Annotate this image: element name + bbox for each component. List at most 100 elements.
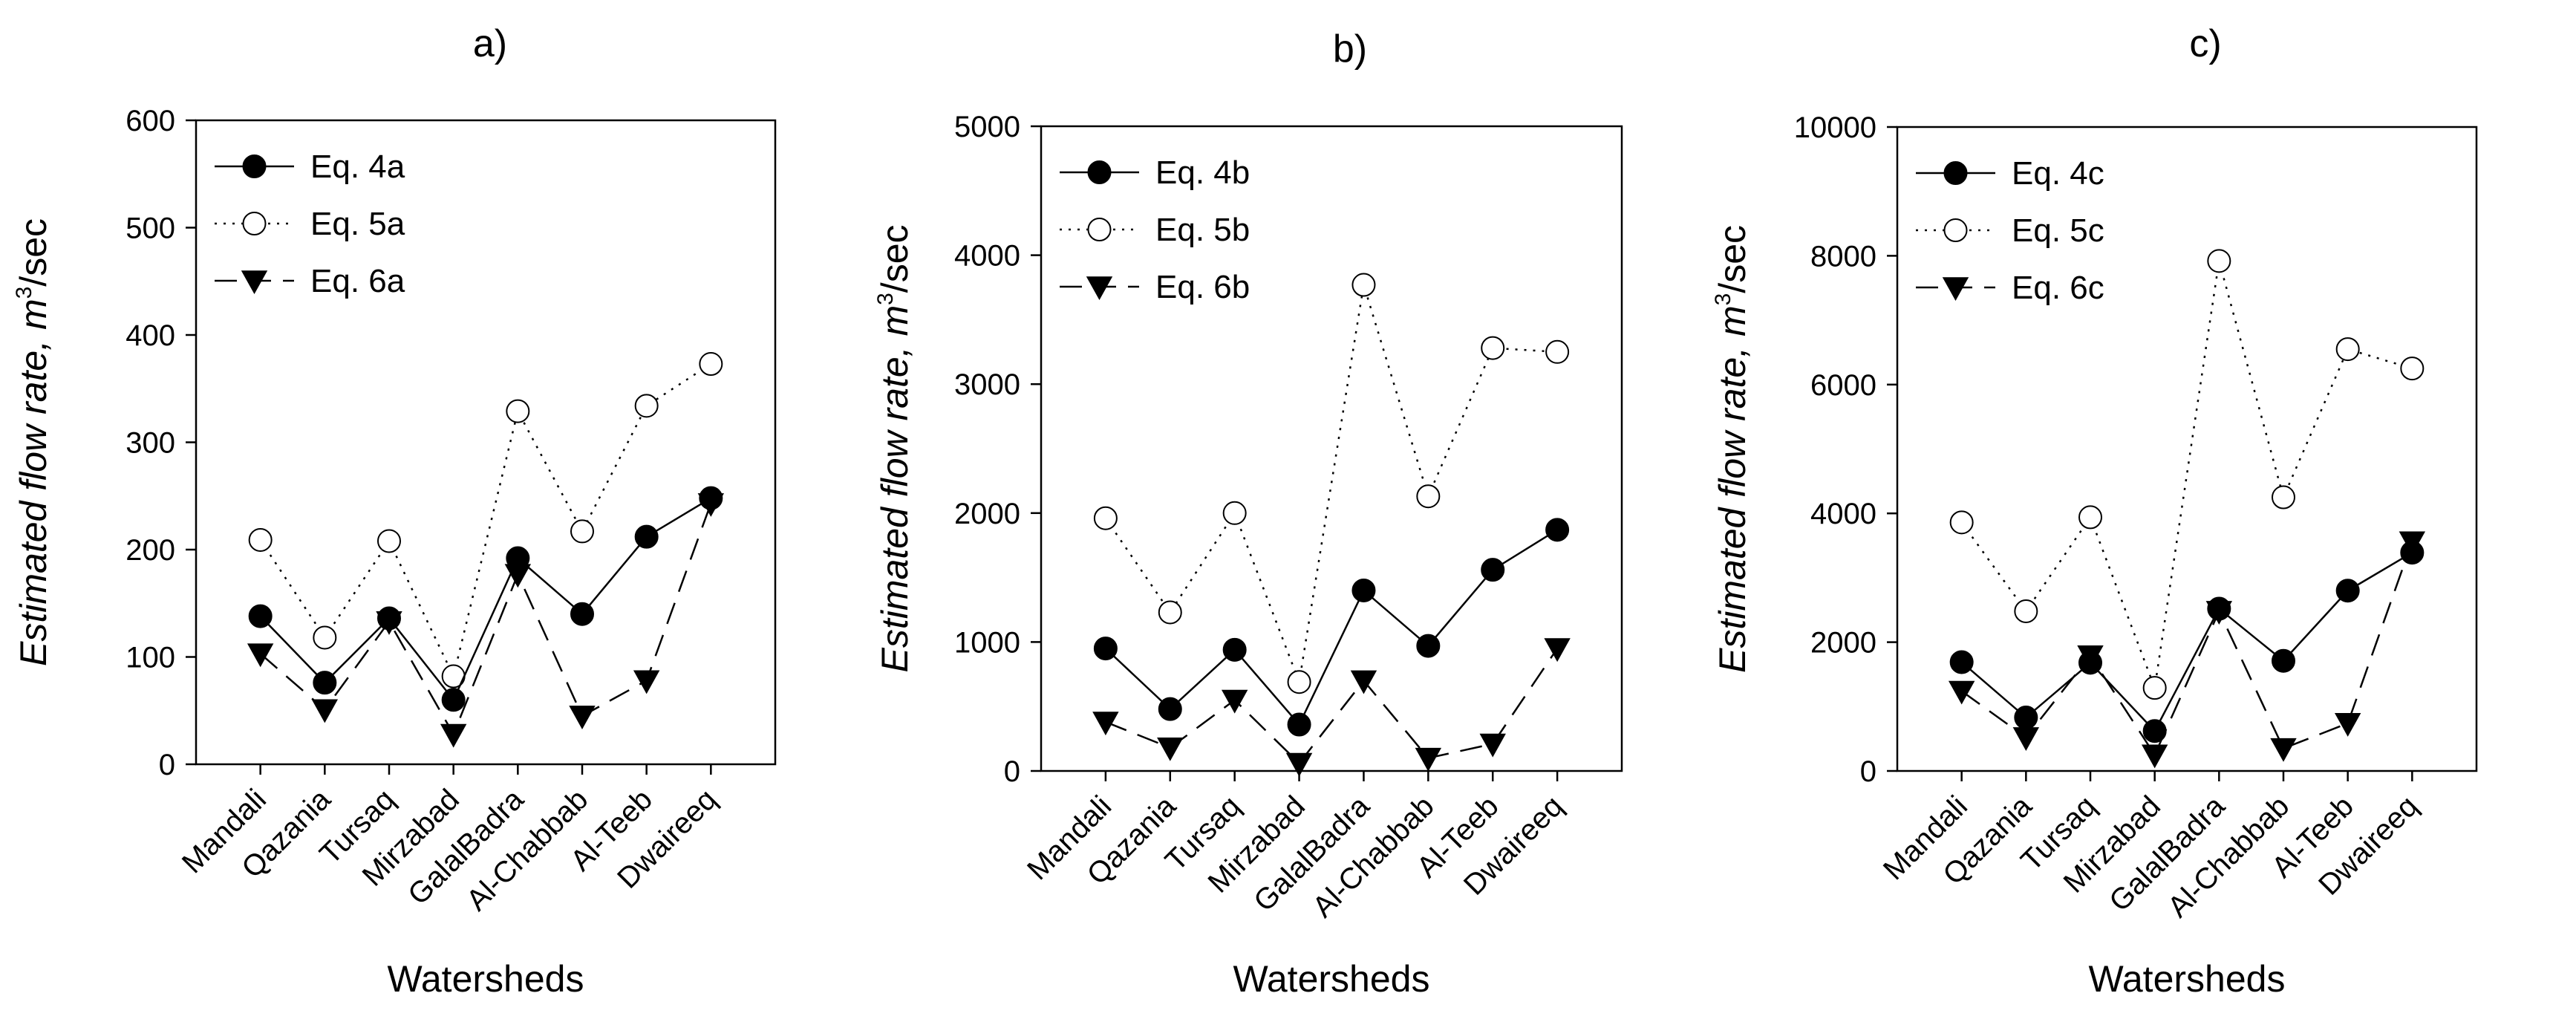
y-axis-title-main: Estimated flow rate, m xyxy=(874,305,916,673)
y-tick-label: 100 xyxy=(125,642,175,674)
data-point xyxy=(1287,712,1311,737)
series-1 xyxy=(248,486,723,712)
data-point xyxy=(1415,747,1442,772)
data-point xyxy=(1416,634,1441,658)
data-point xyxy=(699,486,723,510)
y-tick-label: 5000 xyxy=(954,111,1020,143)
data-point xyxy=(1222,637,1247,662)
data-point xyxy=(1221,689,1248,714)
series-line xyxy=(259,362,712,680)
legend-label: Eq. 5a xyxy=(310,206,405,242)
data-point xyxy=(2078,505,2102,530)
panel-1: a)0100200300400500600MandaliQazaniaTursa… xyxy=(12,22,777,1000)
data-point xyxy=(2334,713,2361,737)
legend-item: Eq. 4a xyxy=(215,149,405,185)
data-point xyxy=(2207,249,2231,273)
data-point xyxy=(2014,599,2038,623)
y-tick-label: 4000 xyxy=(954,240,1020,273)
y-axis-title-sup: 3 xyxy=(12,287,36,299)
legend-marker xyxy=(242,154,267,178)
data-point xyxy=(1222,501,1247,525)
legend-item: Eq. 6c xyxy=(1916,270,2104,306)
data-point xyxy=(2014,706,2038,730)
data-point xyxy=(1093,637,1118,661)
panel-title: a) xyxy=(473,22,507,65)
panel-title: c) xyxy=(2189,22,2221,65)
data-point xyxy=(248,527,273,552)
x-axis-title: Watersheds xyxy=(1233,958,1430,1000)
data-point xyxy=(2400,541,2425,565)
data-point xyxy=(634,394,659,418)
data-point xyxy=(440,723,467,748)
y-tick-label: 0 xyxy=(159,749,175,781)
panel-title: b) xyxy=(1333,27,1367,71)
data-point xyxy=(248,604,273,628)
data-point xyxy=(2078,651,2102,675)
data-point xyxy=(570,519,594,544)
plot-frame xyxy=(1040,125,1623,772)
data-point xyxy=(1157,737,1184,761)
legend: Eq. 4a Eq. 5a Eq. 6a xyxy=(215,149,405,299)
y-axis-title: Estimated flow rate, m3/sec xyxy=(873,225,916,673)
y-tick-label: 0 xyxy=(1004,755,1020,788)
y-tick-label: 200 xyxy=(125,534,175,567)
data-point xyxy=(1285,752,1313,777)
y-tick-label: 8000 xyxy=(1810,240,1876,273)
data-point xyxy=(570,602,594,626)
legend-marker xyxy=(241,270,268,295)
data-point xyxy=(2335,337,2360,362)
data-point xyxy=(1949,650,1974,674)
plot-frame xyxy=(1896,126,2478,772)
data-point xyxy=(2270,738,2297,762)
y-tick-label: 4000 xyxy=(1810,498,1876,530)
data-point xyxy=(2142,676,2167,700)
y-tick-label: 2000 xyxy=(1810,627,1876,660)
series-3 xyxy=(1948,531,2426,769)
data-point xyxy=(1948,680,1975,705)
y-tick-label: 400 xyxy=(125,319,175,352)
legend: Eq. 4b Eq. 5b Eq. 6b xyxy=(1060,154,1250,305)
legend-label: Eq. 6c xyxy=(2012,270,2104,306)
series-line xyxy=(1960,541,2413,757)
legend-item: Eq. 5b xyxy=(1060,212,1250,248)
legend-item: Eq. 4b xyxy=(1060,154,1250,191)
legend-label: Eq. 4b xyxy=(1155,154,1250,191)
y-tick-label: 300 xyxy=(125,427,175,460)
data-point xyxy=(1481,336,1505,360)
legend: Eq. 4c Eq. 5c Eq. 6c xyxy=(1916,155,2104,306)
y-tick-label: 3000 xyxy=(954,368,1020,401)
legend-item: Eq. 5c xyxy=(1916,212,2104,249)
y-tick-label: 2000 xyxy=(954,498,1020,530)
data-point xyxy=(2400,357,2425,381)
legend-marker xyxy=(1087,160,1112,184)
legend-marker xyxy=(1943,218,1968,242)
legend-label: Eq. 4c xyxy=(2012,155,2104,192)
data-point xyxy=(1158,697,1182,721)
data-point xyxy=(1350,670,1377,694)
data-point xyxy=(1479,733,1506,758)
data-point xyxy=(1481,558,1505,582)
legend-item: Eq. 6b xyxy=(1060,269,1250,305)
legend-label: Eq. 6b xyxy=(1155,269,1250,305)
legend-label: Eq. 5c xyxy=(2012,212,2104,249)
data-point xyxy=(1416,484,1441,509)
legend-label: Eq. 5b xyxy=(1155,212,1250,248)
data-point xyxy=(377,606,401,631)
data-point xyxy=(1092,712,1119,736)
panel-2: b)010002000300040005000MandaliQazaniaTur… xyxy=(873,27,1623,1000)
series-line xyxy=(1104,284,1558,686)
series-line xyxy=(1105,529,1558,726)
series-2 xyxy=(248,352,723,689)
y-axis-title: Estimated flow rate, m3/sec xyxy=(12,218,54,666)
data-point xyxy=(313,671,337,695)
series-2 xyxy=(1949,249,2425,700)
y-tick-label: 1000 xyxy=(954,626,1020,659)
series-line xyxy=(259,503,712,737)
y-axis-title-sup: 3 xyxy=(873,293,898,305)
series-line xyxy=(259,497,711,702)
data-point xyxy=(699,352,723,377)
y-axis-title-tail: /sec xyxy=(13,218,54,287)
legend-label: Eq. 6a xyxy=(310,263,405,299)
y-axis-title-main: Estimated flow rate, m xyxy=(13,299,54,666)
